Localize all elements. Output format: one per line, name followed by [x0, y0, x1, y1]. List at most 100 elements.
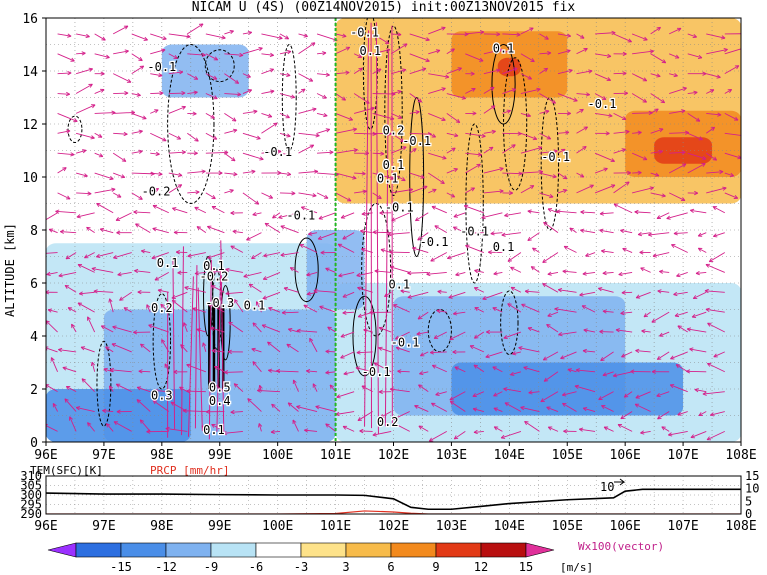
- wind-vector-head: [136, 92, 141, 97]
- wind-vector-head: [563, 245, 569, 250]
- wind-vector: [119, 291, 132, 301]
- wind-vector: [668, 27, 682, 35]
- wind-vector-head: [400, 289, 405, 294]
- wind-vector: [211, 285, 225, 293]
- wind-vector-head: [412, 148, 417, 153]
- wind-vector-head: [115, 383, 121, 388]
- contour-label: 0.1: [377, 171, 399, 185]
- wind-vector-head: [532, 247, 537, 252]
- wind-vector: [503, 331, 522, 339]
- wind-vector-head: [213, 56, 219, 61]
- wind-vector: [557, 33, 571, 37]
- wind-vector: [131, 33, 148, 41]
- wind-vector-head: [193, 75, 199, 80]
- wind-vector: [574, 385, 596, 393]
- wind-vector-head: [625, 129, 630, 135]
- wind-vector: [224, 172, 238, 175]
- wind-vector-head: [377, 68, 382, 73]
- wind-vector: [613, 148, 626, 154]
- wind-vector: [75, 83, 93, 94]
- wind-vector: [261, 150, 282, 154]
- wind-vector: [546, 324, 559, 333]
- wind-vector: [66, 386, 77, 393]
- wind-vector: [431, 402, 447, 412]
- wind-vector: [140, 343, 151, 353]
- wind-vector: [474, 307, 485, 313]
- wind-vector-head: [573, 97, 578, 102]
- wind-vector: [279, 33, 289, 40]
- wind-vector-head: [108, 298, 113, 303]
- wind-vector-head: [121, 157, 127, 162]
- wind-vector-head: [712, 156, 718, 161]
- colorbar-tick-label: -12: [155, 560, 177, 574]
- wind-vector-head: [529, 27, 534, 32]
- wind-vector: [264, 222, 281, 234]
- wind-vector: [712, 206, 725, 214]
- wind-vector-head: [599, 329, 604, 334]
- wind-vector: [340, 331, 355, 338]
- wind-vector: [58, 271, 77, 277]
- wind-vector: [554, 308, 577, 313]
- wind-vector-head: [642, 156, 648, 161]
- wind-vector: [58, 349, 77, 353]
- contour-label: 0.1: [493, 240, 515, 254]
- wind-vector: [666, 212, 688, 220]
- wind-vector: [455, 271, 466, 276]
- wind-vector: [71, 323, 77, 333]
- wind-vector: [632, 131, 642, 134]
- wind-vector: [583, 407, 596, 412]
- wind-vector: [493, 426, 503, 432]
- surface-y-tick-label: 310: [20, 469, 42, 483]
- wind-vector: [354, 172, 366, 175]
- wind-vector-head: [437, 289, 442, 294]
- wind-vector: [669, 73, 678, 77]
- wind-vector-head: [612, 373, 618, 378]
- colorbar-segment: [345, 542, 392, 558]
- wind-vector-head: [583, 126, 589, 131]
- contour-line: [67, 115, 83, 144]
- wind-vector: [453, 311, 466, 315]
- wind-vector: [131, 112, 147, 120]
- wind-vector: [75, 132, 95, 139]
- wind-vector: [279, 192, 296, 194]
- wind-vector: [138, 370, 151, 373]
- wind-vector-head: [431, 402, 436, 407]
- contour-label: 0.2: [377, 415, 399, 429]
- wind-vector: [557, 50, 571, 55]
- wind-vector-head: [499, 189, 504, 194]
- wind-vector-head: [657, 415, 662, 420]
- contour-label: -0.1: [286, 208, 315, 222]
- wind-vector-head: [291, 191, 296, 196]
- wind-vector: [77, 264, 95, 273]
- wind-vector-head: [546, 135, 552, 140]
- wind-vector: [267, 341, 281, 353]
- wind-vector-head: [310, 42, 316, 47]
- updraft-vector: [197, 287, 203, 432]
- wind-vector: [224, 113, 237, 122]
- wind-vector-head: [269, 68, 275, 73]
- wind-vector: [643, 311, 651, 318]
- contour-label: 0.1: [203, 259, 225, 273]
- updraft-vector: [364, 30, 370, 427]
- wind-vector: [224, 53, 244, 56]
- wind-vector: [113, 132, 128, 135]
- wind-vector: [224, 189, 234, 194]
- wind-vector: [414, 405, 429, 412]
- wind-vector-head: [417, 236, 422, 241]
- y-tick-label: 8: [30, 224, 38, 239]
- wind-vector: [81, 378, 95, 392]
- wind-vector: [318, 212, 336, 220]
- wind-vector-head: [490, 105, 496, 110]
- wind-vector: [556, 210, 577, 214]
- wind-vector: [523, 366, 540, 373]
- wind-vector: [598, 391, 614, 401]
- wind-vector: [353, 93, 370, 104]
- wind-vector: [675, 364, 688, 373]
- wind-vector: [428, 73, 450, 78]
- wind-vector-head: [66, 195, 71, 200]
- wind-vector-head: [115, 217, 121, 221]
- wind-vector-head: [527, 209, 532, 214]
- wind-vector-head: [625, 181, 630, 186]
- wind-vector: [224, 30, 234, 35]
- wind-vector-head: [442, 155, 447, 160]
